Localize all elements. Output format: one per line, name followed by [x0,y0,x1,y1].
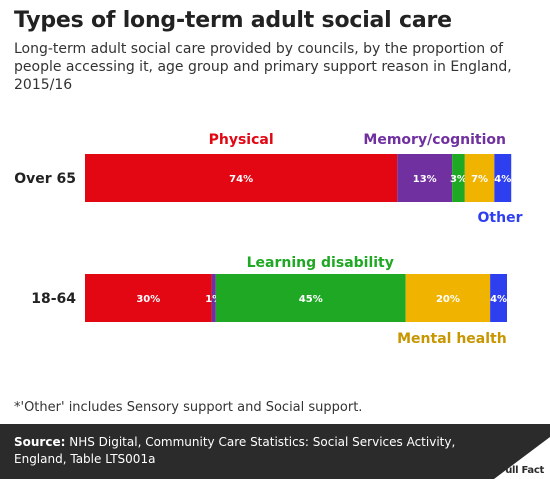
bar-segment [211,274,216,322]
bar-segment [490,274,507,322]
bar-segment [397,154,453,202]
data-label: 4% [490,294,507,305]
data-label: 4% [494,174,511,185]
data-label: 30% [136,294,160,305]
source-footer: Source: NHS Digital, Community Care Stat… [0,424,550,479]
chart-subtitle: Long-term adult social care provided by … [14,41,512,93]
series-label: Physical [209,132,274,148]
source-label: Source: [14,435,66,449]
series-label: Learning disability [247,255,394,271]
data-label: 45% [299,294,323,305]
full-fact-logo-icon [494,437,550,479]
source-text: NHS Digital, Community Care Statistics: … [14,435,456,466]
data-label: 1% [205,294,222,305]
series-label: Mental health [397,331,507,347]
stacked-bar-chart: Over 65 74% 13% 3% 7% 4% 18-64 30% 1% 45% 20% 4% Phy… [14,132,523,347]
logo-text: Full Fact [499,465,544,476]
bar-segment [85,154,398,202]
bar-segment [215,274,406,322]
data-label: 74% [229,174,253,185]
bar-segment [464,154,495,202]
series-label: Other [478,210,523,226]
data-label: 7% [471,174,488,185]
category-label: 18-64 [31,291,76,307]
series-label: Memory/cognition [363,132,506,148]
bar-segment [494,154,512,202]
bar-segment [452,154,465,202]
data-label: 13% [413,174,437,185]
chart-title: Types of long-term adult social care [14,8,452,33]
footnote: *'Other' includes Sensory support and So… [14,400,363,415]
bar-segment [85,274,212,322]
data-label: 20% [436,294,460,305]
category-label: Over 65 [14,171,76,187]
bar-segment [405,274,491,322]
data-label: 3% [450,174,467,185]
source-citation: Source: NHS Digital, Community Care Stat… [14,434,484,468]
